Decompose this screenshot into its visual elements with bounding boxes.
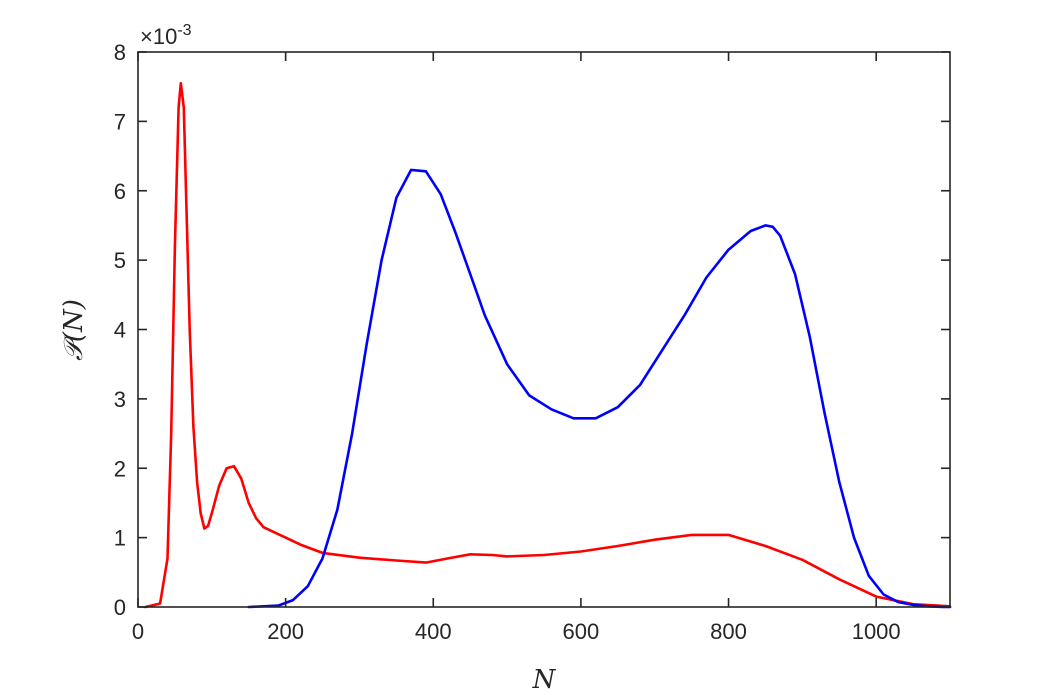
y-tick-label: 1: [114, 526, 126, 551]
y-tick-label: 5: [114, 248, 126, 273]
y-tick-label: 8: [114, 40, 126, 65]
y-tick-label: 2: [114, 456, 126, 481]
y-tick-label: 3: [114, 387, 126, 412]
plot-area: [138, 52, 950, 607]
x-tick-label: 200: [267, 619, 304, 644]
y-exponent-power: -3: [177, 22, 191, 39]
y-axis-label: 𝒫(N): [59, 299, 89, 361]
x-tick-label: 1000: [852, 619, 901, 644]
series-line-1: [144, 81, 952, 609]
series-line-2: [247, 168, 952, 609]
x-tick-label: 800: [710, 619, 747, 644]
x-tick-label: 400: [415, 619, 452, 644]
y-tick-label: 0: [114, 595, 126, 620]
ticks-layer: 0 200 400 600 800 1000 0 1 2 3 4 5 6 7 8: [114, 40, 950, 644]
y-tick-label: 7: [114, 109, 126, 134]
y-tick-label: 4: [114, 318, 126, 343]
y-exponent-label: ×10-3: [140, 22, 192, 49]
y-exponent-base: ×10: [140, 24, 177, 49]
x-tick-label: 0: [132, 619, 144, 644]
x-tick-label: 600: [563, 619, 600, 644]
series-layer: [144, 81, 952, 609]
x-axis-label: N: [532, 665, 557, 695]
y-tick-label: 6: [114, 179, 126, 204]
